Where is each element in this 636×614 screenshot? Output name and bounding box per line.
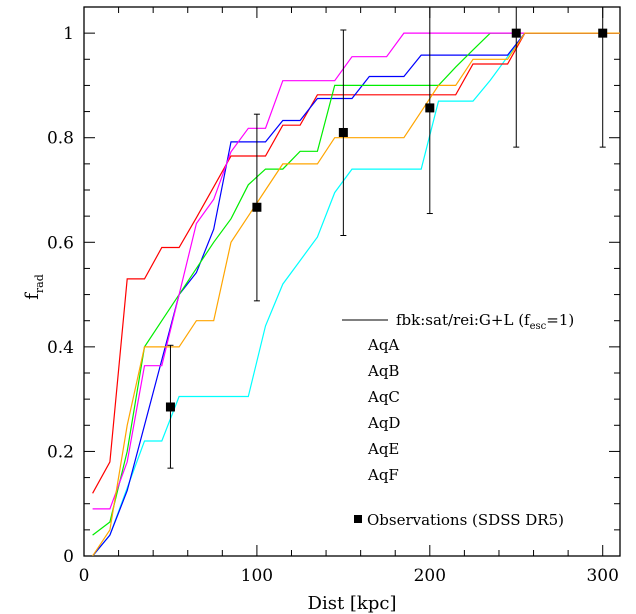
legend-model-label: fbk:sat/rei:G+L (fesc=1) bbox=[396, 311, 574, 332]
series-line-AqF bbox=[92, 32, 620, 556]
legend-label-AqC: AqC bbox=[367, 388, 400, 406]
x-tick-label: 0 bbox=[79, 566, 90, 586]
obs-point bbox=[338, 127, 348, 137]
legend-label-AqE: AqE bbox=[367, 440, 399, 458]
series-line-AqE bbox=[92, 32, 620, 510]
y-tick-label: 0.6 bbox=[47, 233, 74, 253]
plot-frame bbox=[83, 6, 621, 557]
observations bbox=[165, 7, 608, 469]
legend: fbk:sat/rei:G+L (fesc=1) AqA AqB AqC AqD AqE… bbox=[342, 311, 574, 529]
legend-model-main: fbk:sat/rei:G+L (f bbox=[396, 311, 531, 329]
svg-text:frad: frad bbox=[22, 274, 46, 300]
y-axis-title-sub: rad bbox=[33, 274, 46, 293]
tick-labels: 0 100 200 300 0 0.2 0.4 0.6 0.8 1 bbox=[47, 24, 619, 586]
legend-obs-label: Observations (SDSS DR5) bbox=[367, 511, 564, 529]
y-tick-label: 0.8 bbox=[47, 129, 74, 149]
x-tick-label: 300 bbox=[586, 566, 618, 586]
legend-obs-marker bbox=[354, 515, 362, 523]
x-tick-label: 100 bbox=[241, 566, 273, 586]
y-axis-title: frad bbox=[22, 274, 46, 300]
series-lines bbox=[92, 32, 620, 556]
series-line-AqC bbox=[92, 32, 620, 556]
legend-model-sub: esc bbox=[530, 321, 547, 332]
legend-label-AqA: AqA bbox=[367, 336, 399, 354]
series-line-AqB bbox=[92, 32, 620, 494]
legend-model-end: =1) bbox=[546, 311, 574, 329]
legend-label-AqD: AqD bbox=[367, 414, 400, 432]
obs-point bbox=[165, 402, 175, 412]
legend-series: AqA AqB AqC AqD AqE AqF bbox=[367, 336, 400, 484]
series-line-AqD bbox=[92, 32, 620, 536]
y-tick-label: 1 bbox=[63, 24, 74, 44]
y-tick-label: 0.2 bbox=[47, 442, 74, 462]
obs-point bbox=[425, 103, 435, 113]
x-axis-title: Dist [kpc] bbox=[308, 593, 397, 614]
obs-point bbox=[598, 28, 608, 38]
y-tick-label: 0 bbox=[63, 547, 74, 567]
y-tick-label: 0.4 bbox=[47, 338, 74, 358]
obs-point bbox=[511, 28, 521, 38]
x-tick-label: 200 bbox=[414, 566, 446, 586]
obs-point bbox=[252, 202, 262, 212]
legend-label-AqB: AqB bbox=[367, 362, 399, 380]
y-axis-title-main: f bbox=[22, 292, 43, 300]
series-line-AqA bbox=[92, 32, 620, 556]
legend-label-AqF: AqF bbox=[367, 466, 399, 484]
axis-ticks bbox=[83, 7, 620, 557]
